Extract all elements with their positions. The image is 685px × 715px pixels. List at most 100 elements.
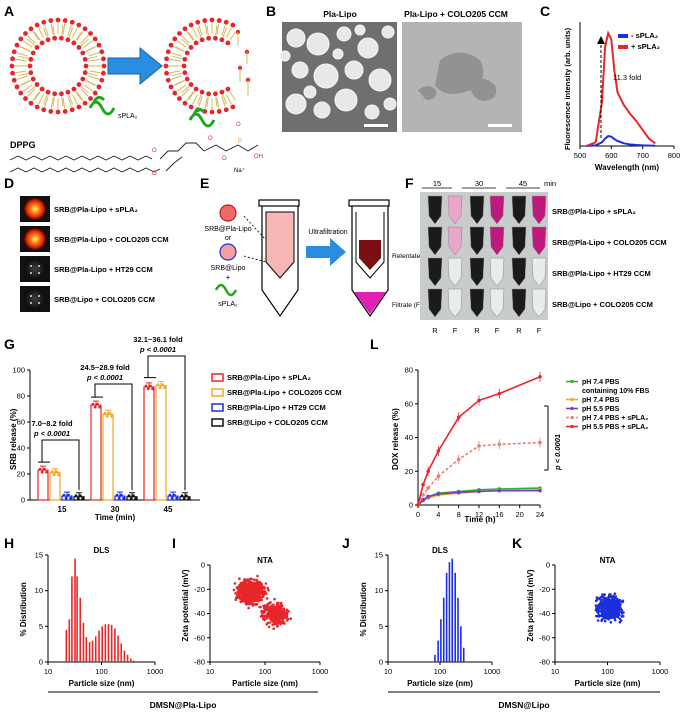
chart-l-xtick-label: 20: [515, 510, 523, 519]
lipid-head: [82, 70, 88, 76]
f-tube: [531, 288, 547, 318]
chart-g-category-label: 15: [58, 505, 67, 514]
chart-i-point: [284, 610, 288, 614]
chart-k-point: [610, 599, 613, 602]
lipid-head: [52, 91, 58, 97]
chart-g-xlabel: Time (min): [95, 513, 136, 522]
chart-g-point: [38, 467, 42, 471]
lipid-head: [182, 100, 188, 106]
lipid-tail: [67, 24, 72, 36]
srb-lipo-icon: [219, 243, 237, 261]
chart-l-point: [426, 486, 430, 490]
f-bottom-label: F: [495, 326, 500, 335]
chart-i-point: [248, 598, 251, 601]
tem-vesicle: [368, 68, 392, 92]
chart-l-legend-label: pH 7.4 PBS + sPLA₂: [582, 415, 648, 422]
lipid-tail: [18, 72, 29, 77]
f-time-45: 45: [519, 179, 527, 188]
panel-a: sPLA₂ DPPG O O O O P Na⁺ OH O: [9, 17, 263, 177]
f-tube: [427, 195, 443, 225]
f-time-15: 15: [433, 179, 441, 188]
lipid-head: [28, 56, 34, 62]
f-row-label: SRB@Pla-Lipo + sPLA₂: [552, 207, 636, 216]
chart-k-point: [602, 616, 606, 619]
filtrate-label: Filtrate (F): [392, 302, 422, 309]
chart-i-point: [244, 594, 247, 598]
svg-text:O: O: [222, 156, 227, 162]
chart-l-significance: p < 0.0001: [544, 405, 562, 471]
lipid-tail: [44, 24, 49, 36]
chart-g-ytick-label: 20: [17, 470, 25, 479]
chart-i-point: [245, 599, 248, 602]
panel-letter-b: B: [266, 3, 276, 19]
lipid-head: [209, 109, 215, 115]
lipid-head: [230, 22, 236, 28]
dppg-label: DPPG: [10, 140, 36, 150]
lipid-tail: [196, 94, 202, 105]
chart-i-ytick-label: 0: [201, 561, 205, 570]
lipid-head: [18, 90, 24, 96]
chart-g-ytick-label: 100: [12, 366, 25, 375]
tem-vesicle: [313, 101, 331, 119]
tem-vesicle: [354, 24, 366, 36]
lipid-tail: [198, 24, 203, 36]
chart-i-point: [272, 627, 276, 630]
chart-k-point: [615, 601, 619, 605]
lipid-head: [206, 91, 212, 97]
f-tube: [511, 288, 527, 318]
chart-i-point: [255, 579, 258, 582]
chart-k-point: [614, 607, 617, 611]
chart-l-legend-label: pH 5.5 PBS + sPLA₂: [582, 424, 648, 431]
chart-i-point: [256, 597, 259, 600]
chart-g-point: [98, 405, 101, 409]
lipid-tail: [89, 70, 101, 74]
lipid-head: [65, 37, 71, 43]
lipid-tail: [172, 72, 183, 77]
chart-k-point: [596, 619, 600, 622]
svg-text:P: P: [238, 139, 242, 145]
chart-l-point: [416, 503, 420, 507]
lipid-tail: [87, 72, 98, 77]
lipid-tail: [52, 96, 55, 107]
lipid-head: [182, 70, 188, 76]
lipid-tail: [204, 23, 208, 35]
tem-vesicle: [332, 48, 344, 60]
chart-i-point: [252, 578, 256, 581]
chart-i-point: [259, 605, 262, 609]
chart-i-point: [280, 614, 284, 618]
chart-k-point: [617, 608, 620, 612]
chart-j-ytick-label: 5: [379, 622, 383, 631]
chart-h-ytick-label: 0: [39, 658, 43, 667]
lipid-tail: [206, 96, 209, 107]
chart-k-point: [616, 615, 620, 619]
tem-vesicle: [279, 50, 291, 62]
lipid-tail: [26, 86, 36, 94]
chart-k-point: [616, 597, 619, 601]
lipid-head: [71, 40, 77, 46]
chart-k-point: [613, 618, 617, 622]
chart-g-point: [81, 497, 84, 501]
chart-l-ytick-label: 80: [405, 366, 413, 375]
chart-j: 10 100 1000 0 5 10 15 Particle size (nm) % Distr…: [359, 546, 500, 688]
chart-g-bars: [37, 381, 191, 501]
chart-k-point: [621, 600, 624, 604]
chart-c-frame: [579, 22, 674, 147]
chart-i-point: [277, 611, 280, 614]
liposome-intact: [9, 17, 107, 115]
lipid-head: [23, 31, 28, 36]
chart-i-point: [252, 585, 255, 588]
lipid-head: [45, 37, 51, 43]
panel-letter-l: L: [370, 336, 379, 352]
chart-g-point: [43, 467, 46, 471]
lipid-head: [11, 77, 17, 83]
lipid-tail: [169, 58, 181, 62]
chart-i-point: [276, 615, 280, 619]
chart-g-bar: [102, 413, 114, 501]
lipid-head: [30, 50, 36, 56]
tem-particles: [279, 24, 397, 120]
chart-g-legend-swatch: [211, 388, 224, 397]
lipid-head: [193, 40, 199, 46]
chart-g-point: [175, 496, 179, 500]
chart-l-xtick-label: 12: [475, 510, 483, 519]
